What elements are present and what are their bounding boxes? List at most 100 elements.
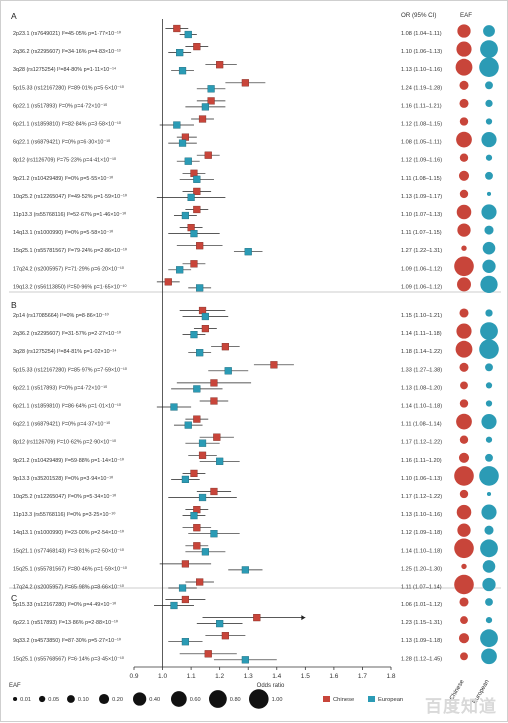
row-label: 5p15.33 (rs12167280) I²=85·97% p=7·59×10…: [13, 367, 127, 373]
row-label: 8p12 (rs1126709) I²=10·62% p=2·90×10⁻¹⁰: [13, 440, 116, 446]
point-chinese: [253, 614, 261, 622]
legend-eaf-label: 0.10: [78, 697, 89, 703]
row-label: 11p13.3 (rs55768116) I²=0% p=3·25×10⁻¹⁰: [13, 512, 115, 518]
row-label: 11p13.3 (rs55768116) I²=52·67% p=1·46×10…: [13, 212, 126, 218]
eaf-circle-chinese: [457, 523, 471, 537]
x-axis-label: Odds ratio: [257, 683, 285, 689]
eaf-circle-european: [481, 504, 497, 520]
or-ci-text: 1.17 (1.12–1.22): [401, 494, 442, 500]
x-tick-label: 1.7: [358, 673, 367, 680]
point-european: [196, 284, 204, 292]
or-ci-text: 1.08 (1.04–1.11): [401, 31, 442, 37]
or-ci-text: 1.25 (1.20–1.30): [401, 566, 442, 572]
point-european: [170, 601, 178, 610]
point-european: [178, 139, 187, 147]
x-tick-label: 1.8: [386, 673, 395, 680]
eaf-circle-european: [480, 539, 498, 558]
point-european: [190, 331, 198, 339]
or-ci-text: 1.16 (1.11–1.21): [401, 103, 442, 109]
point-european: [216, 457, 224, 465]
x-tick-label: 0.9: [129, 673, 138, 680]
legend-eaf-circle: [248, 689, 269, 709]
eaf-circle-chinese: [459, 308, 469, 318]
eaf-circle-european: [480, 629, 498, 648]
eaf-circle-chinese: [454, 466, 474, 486]
point-european: [193, 385, 201, 393]
point-chinese: [198, 115, 207, 123]
point-european: [196, 349, 204, 357]
row-label: 17q24.2 (rs2005957) I²=71·29% p=6·20×10⁻…: [13, 266, 124, 272]
point-chinese: [198, 306, 207, 315]
point-european: [173, 121, 181, 129]
point-chinese: [193, 506, 201, 514]
eaf-circle-european: [485, 309, 493, 317]
or-ci-text: 1.16 (1.11–1.20): [401, 458, 442, 464]
eaf-circle-chinese: [456, 41, 472, 57]
eaf-circle-european: [481, 414, 497, 430]
x-tick-label: 1.4: [272, 673, 281, 680]
point-chinese: [210, 397, 218, 405]
eaf-circle-european: [485, 81, 493, 90]
or-ci-text: 1.14 (1.10–1.18): [401, 548, 442, 554]
point-european: [181, 475, 190, 484]
eaf-circle-chinese: [456, 323, 472, 339]
eaf-circle-european: [479, 466, 499, 486]
point-european: [178, 67, 187, 75]
eaf-circle-chinese: [460, 616, 468, 625]
point-chinese: [181, 133, 190, 141]
point-chinese: [193, 205, 201, 214]
point-chinese: [173, 24, 181, 33]
point-chinese: [193, 542, 201, 550]
or-ci-text: 1.28 (1.12–1.45): [401, 656, 442, 662]
eaf-circle-european: [482, 259, 496, 273]
row-label: 14q13.1 (rs1000990) I²=0% p=5·58×10⁻¹⁰: [13, 230, 113, 236]
or-ci-text: 1.13 (1.10–1.16): [401, 67, 442, 73]
or-ci-text: 1.23 (1.15–1.31): [401, 620, 442, 626]
eaf-circle-european: [482, 560, 496, 573]
point-chinese: [181, 595, 190, 604]
point-european: [190, 512, 198, 520]
eaf-circle-chinese: [459, 489, 469, 499]
or-ci-text: 1.27 (1.22–1.31): [401, 248, 442, 254]
point-european: [198, 439, 207, 447]
or-ci-text: 1.10 (1.06–1.13): [401, 476, 442, 482]
eaf-circle-european: [485, 400, 493, 407]
x-tick-label: 1.3: [244, 673, 253, 680]
panel-label: B: [11, 300, 17, 310]
point-chinese: [201, 325, 209, 333]
or-ci-text: 1.10 (1.07–1.13): [401, 212, 442, 218]
point-chinese: [210, 379, 218, 387]
legend-group-label: European: [378, 697, 403, 703]
point-chinese: [270, 361, 278, 369]
point-european: [176, 49, 184, 57]
row-label: 6p22.1 (rs517893) I²=0% p=4·72×10⁻¹⁰: [13, 103, 107, 109]
point-chinese: [164, 278, 172, 286]
x-tick-label: 1.2: [215, 673, 224, 680]
point-european: [224, 367, 232, 375]
eaf-circle-european: [485, 453, 493, 462]
eaf-circle-chinese: [459, 80, 469, 90]
row-label: 2q36.2 (rs2295607) I²=31·57% p=2·27×10⁻¹…: [13, 331, 121, 337]
point-european: [241, 566, 249, 574]
or-ci-text: 1.14 (1.10–1.18): [401, 404, 442, 410]
point-chinese: [181, 560, 190, 568]
eaf-circle-chinese: [455, 58, 473, 76]
panel-label: A: [11, 11, 17, 21]
point-chinese: [190, 169, 198, 177]
row-label: 15q21.1 (rs77468143) I²=3·81% p=2·50×10⁻…: [13, 548, 124, 554]
eaf-circle-european: [483, 25, 495, 37]
eaf-circle-european: [480, 322, 498, 340]
legend-eaf-label: 0.60: [190, 697, 201, 703]
eaf-circle-european: [479, 57, 499, 77]
legend-eaf-circle: [209, 690, 227, 708]
point-european: [181, 211, 190, 220]
eaf-circle-european: [485, 154, 493, 161]
point-chinese: [190, 469, 198, 478]
legend-eaf-label: 0.01: [20, 697, 31, 703]
eaf-circle-european: [484, 225, 494, 235]
legend-eaf-circle: [39, 695, 46, 703]
eaf-circle-chinese: [459, 399, 469, 408]
point-chinese: [241, 79, 249, 87]
or-ci-text: 1.11 (1.07–1.15): [401, 230, 442, 236]
legend-eaf-label: 0.40: [149, 697, 160, 703]
